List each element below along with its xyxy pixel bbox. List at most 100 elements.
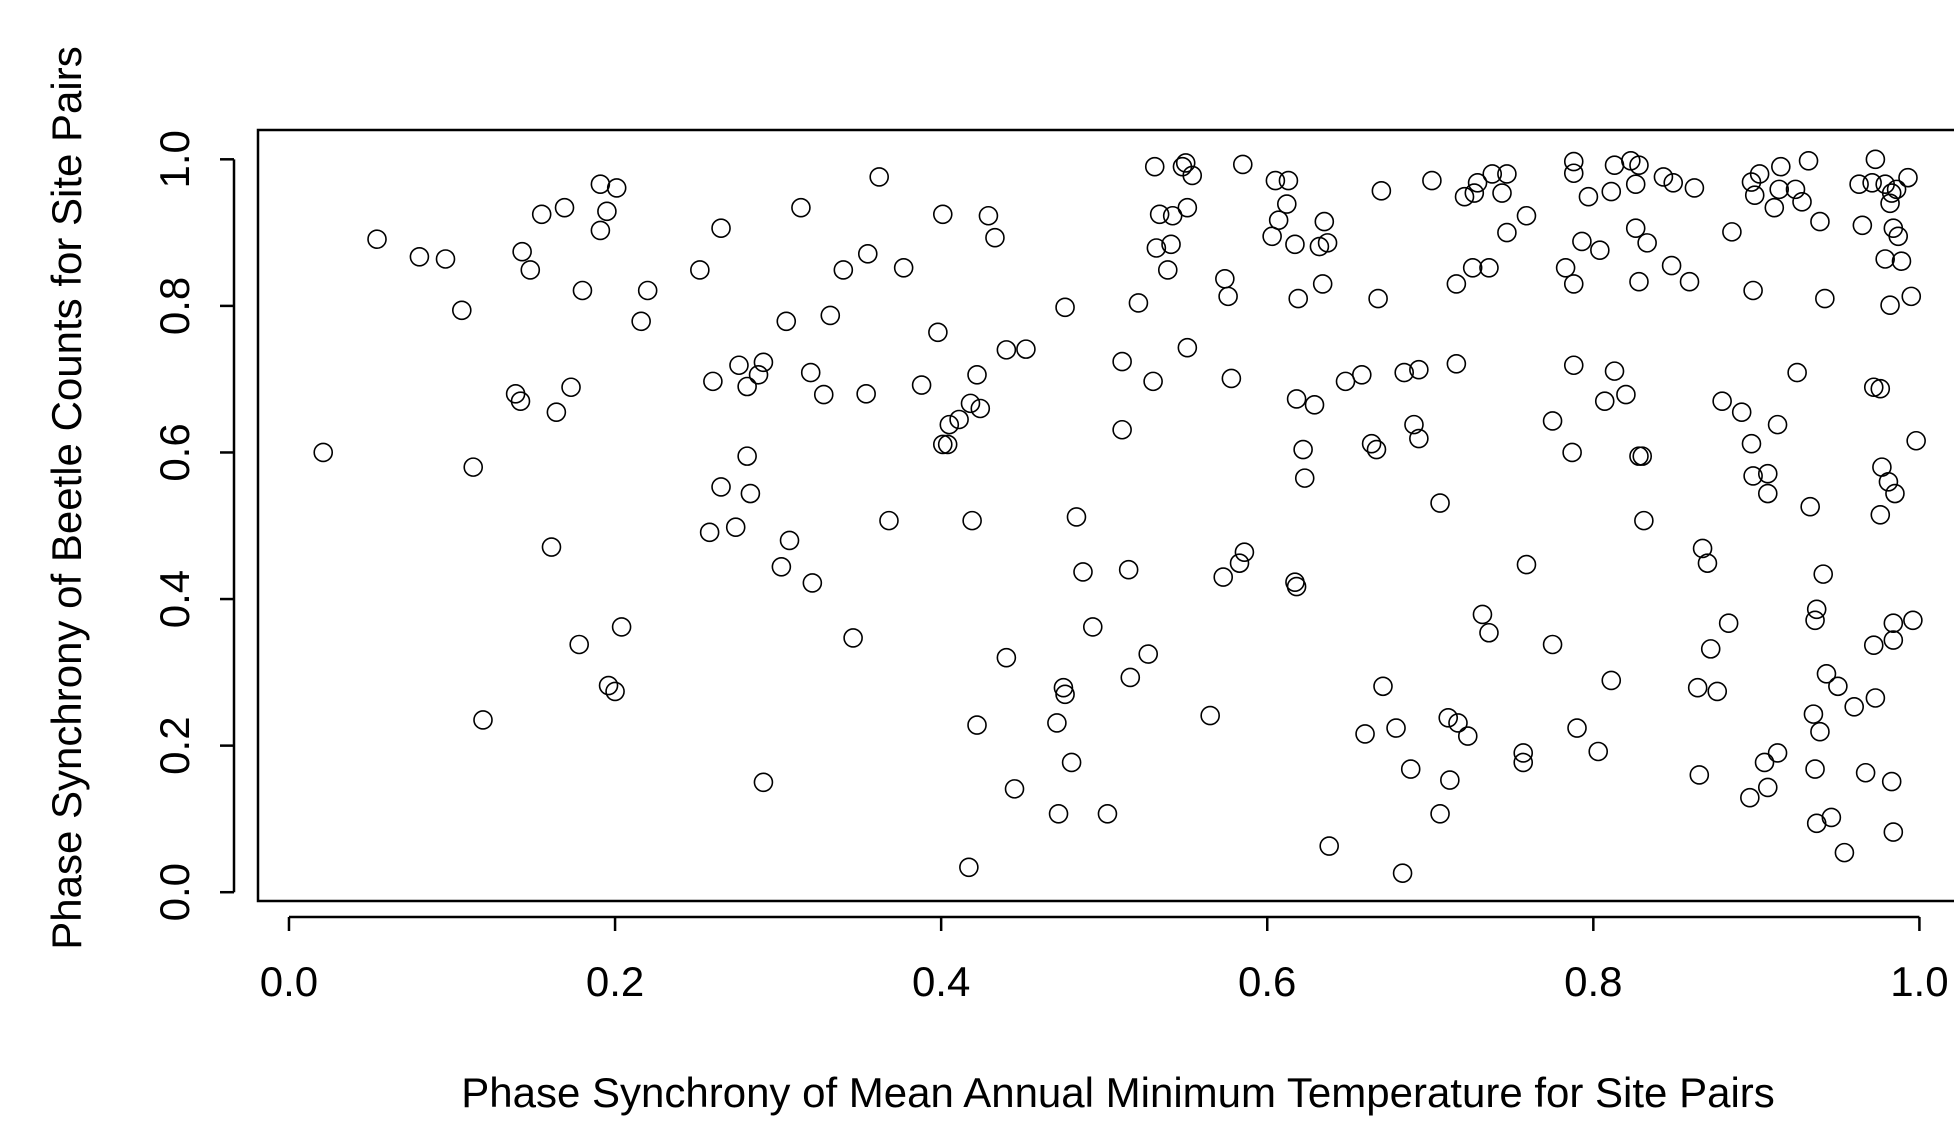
- y-tick-label: 0.2: [151, 716, 198, 774]
- point: [435, 249, 456, 269]
- point: [1634, 510, 1654, 531]
- point: [1061, 752, 1082, 773]
- point: [1048, 803, 1069, 824]
- point: [1881, 183, 1902, 203]
- point: [1319, 836, 1339, 856]
- point: [1865, 688, 1886, 708]
- point: [1409, 359, 1429, 380]
- point: [1516, 205, 1537, 226]
- point: [1661, 255, 1682, 276]
- point: [1563, 163, 1584, 184]
- point: [1692, 538, 1713, 559]
- point: [1743, 280, 1763, 301]
- point: [729, 355, 749, 376]
- point: [1754, 752, 1775, 773]
- point: [1277, 194, 1297, 214]
- point: [1741, 433, 1762, 454]
- point: [1684, 178, 1705, 198]
- point: [1718, 613, 1739, 634]
- point: [1563, 274, 1584, 294]
- y-tick-label: 1.0: [151, 130, 198, 188]
- point: [1004, 779, 1025, 799]
- point: [1687, 677, 1708, 698]
- point: [1404, 414, 1424, 435]
- x-tick-label: 0.6: [1238, 958, 1296, 1005]
- point: [554, 197, 575, 218]
- point: [1653, 167, 1674, 187]
- point: [1314, 211, 1335, 232]
- point: [1878, 471, 1899, 492]
- point: [1361, 433, 1382, 454]
- point: [1771, 156, 1791, 177]
- point: [569, 634, 589, 655]
- point: [1601, 181, 1622, 202]
- point: [1082, 617, 1103, 637]
- point: [893, 257, 914, 278]
- point: [1497, 164, 1517, 184]
- point: [1229, 553, 1250, 573]
- point: [1865, 149, 1886, 170]
- point: [869, 167, 889, 187]
- point: [1731, 402, 1752, 422]
- point: [779, 530, 800, 551]
- point: [967, 364, 987, 385]
- point: [1120, 667, 1141, 688]
- point: [753, 772, 774, 793]
- point: [1898, 167, 1918, 188]
- point: [996, 340, 1017, 360]
- point: [802, 573, 823, 593]
- point: [1467, 172, 1488, 193]
- point: [1215, 268, 1235, 289]
- point: [1278, 170, 1299, 191]
- point: [1563, 151, 1584, 172]
- point: [590, 174, 611, 195]
- point: [1601, 670, 1622, 691]
- point: [1386, 718, 1406, 738]
- x-tick-label: 0.0: [260, 958, 318, 1005]
- point: [572, 280, 593, 301]
- point: [597, 201, 617, 222]
- point: [820, 305, 841, 326]
- point: [1757, 463, 1778, 484]
- point: [753, 352, 774, 373]
- point: [1472, 604, 1493, 625]
- point: [1368, 288, 1388, 309]
- point: [1112, 419, 1132, 440]
- point: [1430, 803, 1450, 824]
- point: [1317, 233, 1338, 253]
- point: [725, 517, 746, 538]
- point: [1497, 222, 1517, 243]
- point: [978, 205, 999, 226]
- point: [1901, 286, 1922, 307]
- point: [1769, 179, 1789, 200]
- point: [1355, 724, 1375, 744]
- point: [1479, 622, 1499, 643]
- point: [1883, 630, 1904, 650]
- point: [1457, 726, 1478, 746]
- point: [1886, 179, 1907, 200]
- point: [1870, 504, 1891, 525]
- point: [1144, 156, 1165, 177]
- point: [1757, 777, 1778, 798]
- point: [1462, 257, 1483, 278]
- point: [1371, 181, 1392, 201]
- plot-box: [256, 128, 1954, 903]
- point: [1097, 803, 1118, 824]
- point: [833, 260, 854, 280]
- point: [1422, 170, 1442, 191]
- point: [611, 617, 632, 637]
- point: [1513, 752, 1534, 773]
- point: [463, 457, 484, 477]
- point: [1146, 238, 1167, 258]
- point: [1578, 186, 1599, 207]
- point: [856, 384, 876, 404]
- point: [1810, 721, 1830, 742]
- point: [1806, 813, 1827, 834]
- point: [1815, 288, 1835, 309]
- point: [1288, 288, 1309, 309]
- point: [1312, 274, 1333, 294]
- point: [541, 537, 562, 557]
- point: [1629, 271, 1649, 292]
- point: [1446, 353, 1467, 374]
- point: [473, 710, 493, 730]
